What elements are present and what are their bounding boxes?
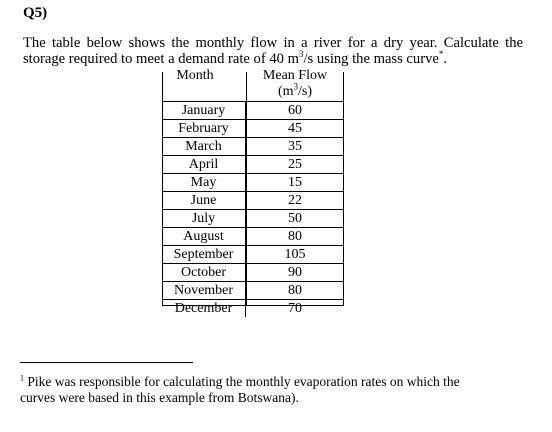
month-cell: February bbox=[162, 119, 246, 138]
month-cell: January bbox=[162, 101, 246, 120]
month-cell: November bbox=[162, 281, 246, 300]
table-row: November 80 bbox=[162, 281, 344, 300]
unit-superscript: 3 bbox=[293, 81, 299, 92]
footnote: 1 Pike was responsible for calculating t… bbox=[20, 374, 540, 406]
table-row: April 25 bbox=[162, 155, 344, 174]
table-row: March 35 bbox=[162, 137, 344, 156]
month-cell: June bbox=[162, 191, 246, 210]
table-row: May 15 bbox=[162, 173, 344, 192]
flow-cell: 90 bbox=[245, 263, 344, 282]
question-text-line-2-part: storage required to meet a demand rate o… bbox=[23, 51, 299, 67]
footnote-line-2: curves were based in this example from B… bbox=[20, 390, 299, 405]
table-row: September 105 bbox=[162, 245, 344, 264]
footnote-line-1: 1 Pike was responsible for calculating t… bbox=[20, 374, 540, 390]
table-row: February 45 bbox=[162, 119, 344, 138]
flow-cell: 15 bbox=[245, 173, 344, 192]
superscript-exponent: 3 bbox=[298, 49, 304, 60]
column-header-mean-flow: Mean Flow (m3/s) bbox=[252, 68, 338, 100]
footnote-text: Pike was responsible for calculating the… bbox=[27, 374, 460, 389]
table-row: July 50 bbox=[162, 209, 344, 228]
flow-cell: 70 bbox=[245, 299, 344, 317]
flow-cell: 45 bbox=[245, 119, 344, 138]
question-number: Q5) bbox=[23, 5, 48, 21]
month-cell: March bbox=[162, 137, 246, 156]
table-row: October 90 bbox=[162, 263, 344, 282]
column-header-mean-flow-unit: (m3/s) bbox=[252, 81, 338, 100]
unit-part: (m bbox=[277, 84, 294, 99]
footnote-number: 1 bbox=[20, 373, 24, 383]
column-header-mean-flow-line-1: Mean Flow bbox=[262, 68, 328, 83]
flow-cell: 50 bbox=[245, 209, 344, 228]
table-row: August 80 bbox=[162, 227, 344, 246]
month-cell: October bbox=[162, 263, 246, 282]
question-text: The table below shows the monthly flow i… bbox=[23, 35, 523, 67]
question-text-line-2-end: . bbox=[443, 51, 448, 67]
month-cell: August bbox=[162, 227, 246, 246]
footnote-divider bbox=[20, 362, 193, 363]
table-row: January 60 bbox=[162, 101, 344, 120]
table-row: December 70 bbox=[162, 299, 344, 317]
flow-cell: 22 bbox=[245, 191, 344, 210]
flow-cell: 105 bbox=[245, 245, 344, 264]
flow-table: January 60 February 45 March 35 April 25 May 15 Ju… bbox=[162, 101, 344, 317]
column-header-month: Month bbox=[176, 68, 214, 83]
question-text-line-1: The table below shows the monthly flow i… bbox=[23, 35, 523, 51]
unit-part: /s) bbox=[298, 84, 313, 99]
flow-cell: 80 bbox=[245, 227, 344, 246]
flow-cell: 80 bbox=[245, 281, 344, 300]
month-cell: April bbox=[162, 155, 246, 174]
flow-cell: 35 bbox=[245, 137, 344, 156]
footnote-marker: * bbox=[438, 49, 444, 60]
flow-cell: 60 bbox=[245, 101, 344, 120]
question-text-line-2: storage required to meet a demand rate o… bbox=[23, 49, 523, 67]
month-cell: September bbox=[162, 245, 246, 264]
month-cell: December bbox=[162, 299, 246, 317]
question-text-line-2-part: /s using the mass curve bbox=[303, 51, 439, 67]
month-cell: July bbox=[162, 209, 246, 228]
month-cell: May bbox=[162, 173, 246, 192]
flow-cell: 25 bbox=[245, 155, 344, 174]
table-row: June 22 bbox=[162, 191, 344, 210]
